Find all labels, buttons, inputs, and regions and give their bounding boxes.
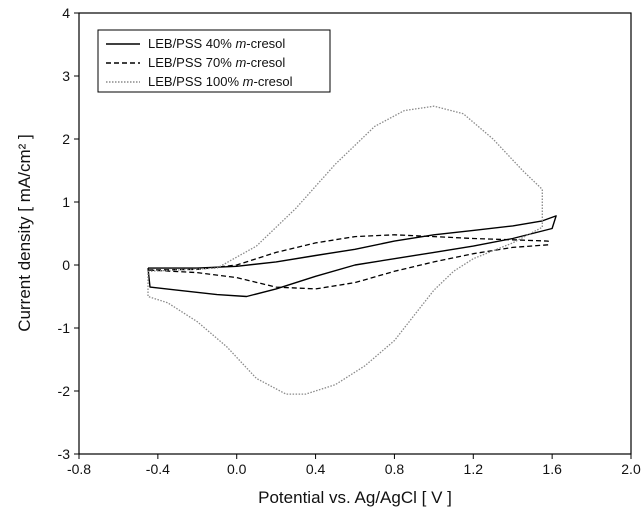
y-tick-label: 4 [62, 5, 70, 21]
y-tick-label: 1 [62, 194, 70, 210]
series-line-2 [147, 234, 549, 290]
x-tick-label: 2.0 [621, 461, 641, 477]
y-tick-label: -3 [58, 446, 71, 462]
series-line-1 [147, 215, 557, 298]
y-axis-title: Current density [ mA/cm² ] [15, 134, 34, 331]
legend-label-3: LEB/PSS 100% m-cresol [148, 74, 293, 89]
y-axis: -3 -2 -1 0 1 2 3 4 [58, 5, 79, 462]
plot-frame [78, 12, 632, 455]
y-tick-label: 0 [62, 257, 70, 273]
x-tick-label: -0.8 [67, 461, 91, 477]
y-tick-label: -1 [58, 320, 71, 336]
y-tick-label: 2 [62, 131, 70, 147]
x-tick-label: -0.4 [146, 461, 170, 477]
x-tick-label: 1.2 [464, 461, 484, 477]
series-layer [147, 105, 557, 395]
x-tick-label: 0.8 [385, 461, 405, 477]
x-axis: -0.8 -0.4 0.0 0.4 0.8 1.2 1.6 2.0 [67, 454, 641, 477]
legend-label-1: LEB/PSS 40% m-cresol [148, 36, 285, 51]
x-tick-label: 1.6 [542, 461, 562, 477]
y-tick-label: -2 [58, 383, 71, 399]
x-tick-label: 0.0 [227, 461, 247, 477]
legend: LEB/PSS 40% m-cresol LEB/PSS 70% m-cresol… [97, 29, 331, 93]
y-tick-label: 3 [62, 68, 70, 84]
x-axis-title: Potential vs. Ag/AgCl [ V ] [258, 488, 452, 507]
legend-label-2: LEB/PSS 70% m-cresol [148, 55, 285, 70]
series-line-3 [147, 105, 543, 395]
x-tick-label: 0.4 [306, 461, 326, 477]
